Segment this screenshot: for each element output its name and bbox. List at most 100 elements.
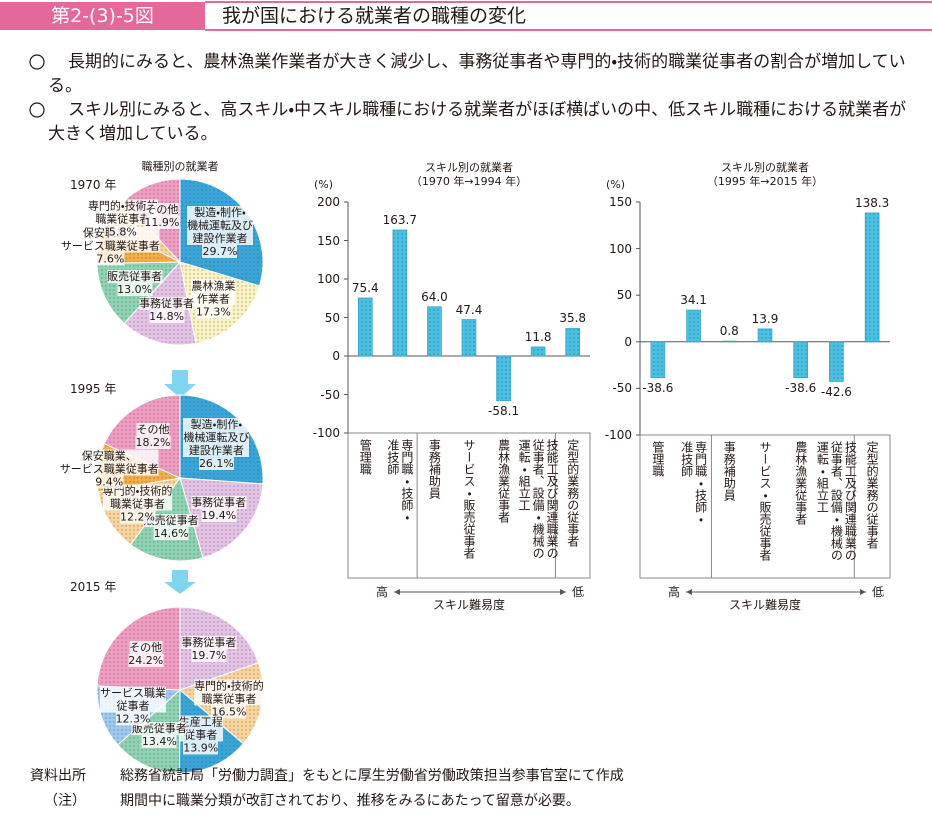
y-tick-label: 100 <box>609 241 632 256</box>
value-label: 35.8 <box>559 311 587 326</box>
x-label-right: 低 <box>572 585 585 599</box>
bar <box>392 229 408 357</box>
note-text: 期間中に職業分類が改訂されており、推移をみるにあたって留意が必要。 <box>120 793 580 809</box>
slice-name: 事務従事者 <box>191 496 247 510</box>
y-tick-label: 100 <box>317 272 340 286</box>
bar <box>496 355 511 402</box>
bar <box>565 328 581 357</box>
x-tick-label: 定型的業務の従事者 <box>865 441 880 549</box>
x-axis-label: スキル難易度 <box>705 598 825 612</box>
category-frame <box>347 432 591 579</box>
slice-name: 製造・制作・ 機械運転及び 建設作業者 <box>186 206 253 246</box>
slice-label: 保安職業、 サービス職業従事者 9.4% <box>59 449 159 489</box>
y-tick-label: 150 <box>317 233 340 248</box>
slice-name: サービス職業 従事者 <box>99 686 166 713</box>
x-label-right: 低 <box>872 585 885 599</box>
y-tick-label: 0 <box>624 334 632 349</box>
x-axis-label: スキル難易度 <box>409 598 529 612</box>
bar <box>686 309 701 343</box>
note-label: 資料出所 <box>30 768 86 784</box>
slice-name: 販売従事者 <box>143 514 199 527</box>
x-tick-label: 技能工及び関連職業の 従事者、設備・機械の 運転・組立工 <box>517 439 560 559</box>
slice-value: 13.0% <box>117 282 153 296</box>
bar <box>721 340 737 343</box>
y-tick-label: -100 <box>604 428 632 442</box>
slice-name: 農林漁業 作業者 <box>191 279 236 306</box>
slice-value: 14.8% <box>149 309 185 323</box>
value-label: 138.3 <box>854 195 890 210</box>
slice-name: その他 <box>129 640 163 654</box>
x-tick-label: サービス・販売従事者 <box>758 441 772 561</box>
slice-label: 製造・制作・ 機械運転及び 建設作業者 26.1% <box>183 418 250 471</box>
value-label: 64.0 <box>421 289 448 304</box>
x-tick-label: 定型的業務の従事者 <box>565 439 580 547</box>
category-frame <box>639 434 891 579</box>
slice-value: 16.5% <box>211 705 247 719</box>
slice-label: 販売従事者 13.0% <box>107 269 163 296</box>
slice-value: 12.3% <box>115 712 151 726</box>
slice-value: 24.2% <box>128 653 164 667</box>
figure-title: 我が国における就業者の職種の変化 <box>222 5 527 27</box>
slice-label: 専門的・技術的 職業従事者 12.2% <box>102 484 173 524</box>
x-tick-label: 農林漁業従事者 <box>793 441 808 525</box>
bar <box>461 319 477 357</box>
slice-name: その他 <box>145 202 179 216</box>
value-label: 163.7 <box>382 212 418 227</box>
value-label: 0.8 <box>719 324 739 339</box>
slice-value: 5.8% <box>108 225 137 239</box>
bar <box>864 212 880 343</box>
x-tick-label: 事務補助員 <box>722 441 737 501</box>
y-tick-label: 200 <box>317 195 340 209</box>
slice-label: 事務従事者 19.7% <box>181 636 237 663</box>
value-label: 11.8 <box>524 329 552 344</box>
pie-year: 1995 年 <box>70 382 117 396</box>
slice-value: 13.4% <box>141 735 177 749</box>
value-label: 13.9 <box>751 311 779 326</box>
bar <box>650 341 666 379</box>
slice-label: 販売従事者 13.4% <box>131 722 187 749</box>
y-tick-label: 50 <box>324 310 340 325</box>
slice-label: 専門的・技術的 職業従事者 16.5% <box>194 679 264 719</box>
y-axis-label: (%) <box>314 178 334 191</box>
value-label: 75.4 <box>351 280 379 295</box>
x-tick-label: 農林漁業従事者 <box>496 439 511 523</box>
slice-value: 7.6% <box>96 252 125 266</box>
slice-value: 19.4% <box>201 509 237 523</box>
bullet-text: スキル別にみると、高スキル・中スキル職種における就業者がほぼ横ばいの中、低スキル… <box>48 100 907 144</box>
bar <box>530 346 546 357</box>
x-tick-label: 専門職・技師・ 准技師 <box>679 441 708 525</box>
value-label: -42.6 <box>820 384 852 399</box>
bar <box>357 297 373 357</box>
arrow <box>164 570 196 594</box>
slice-name: その他 <box>136 423 170 437</box>
slice-value: 12.2% <box>120 510 155 524</box>
slice-value: 29.7% <box>202 245 238 259</box>
x-tick-label: 管理職 <box>358 439 373 475</box>
chart-title: スキル別の就業者 <box>425 161 513 174</box>
value-label: -38.6 <box>785 380 817 395</box>
note-label: （注） <box>44 793 86 809</box>
slice-value: 17.3% <box>195 305 231 319</box>
slice-value: 11.9% <box>144 215 180 229</box>
value-label: -38.6 <box>642 380 674 395</box>
value-label: 34.1 <box>680 293 707 308</box>
chart-subtitle: （1995 年→2015 年） <box>706 175 824 188</box>
slice-label: 農林漁業 作業者 17.3% <box>191 279 236 319</box>
slice-label: その他 18.2% <box>135 423 171 450</box>
slice-label: 事務従事者 14.8% <box>139 296 195 323</box>
slice-name: 事務従事者 <box>181 636 237 650</box>
bullet-marker <box>29 54 45 70</box>
slice-name: 事務従事者 <box>139 296 195 310</box>
slice-label: その他 11.9% <box>144 202 180 229</box>
y-tick-label: -50 <box>320 387 340 402</box>
x-tick-label: 事務補助員 <box>427 439 442 499</box>
x-tick-label: 技能工及び関連職業の 従事者、設備・機械の 運転・組立工 <box>815 441 858 561</box>
bar <box>793 341 809 379</box>
figure-number-box <box>0 2 205 30</box>
slice-value: 9.4% <box>95 475 124 489</box>
slice-value: 13.9% <box>183 741 219 755</box>
slice-value: 18.2% <box>135 436 171 450</box>
slice-name: 専門的・技術的 職業従事者 <box>102 484 173 511</box>
bar <box>757 328 773 343</box>
